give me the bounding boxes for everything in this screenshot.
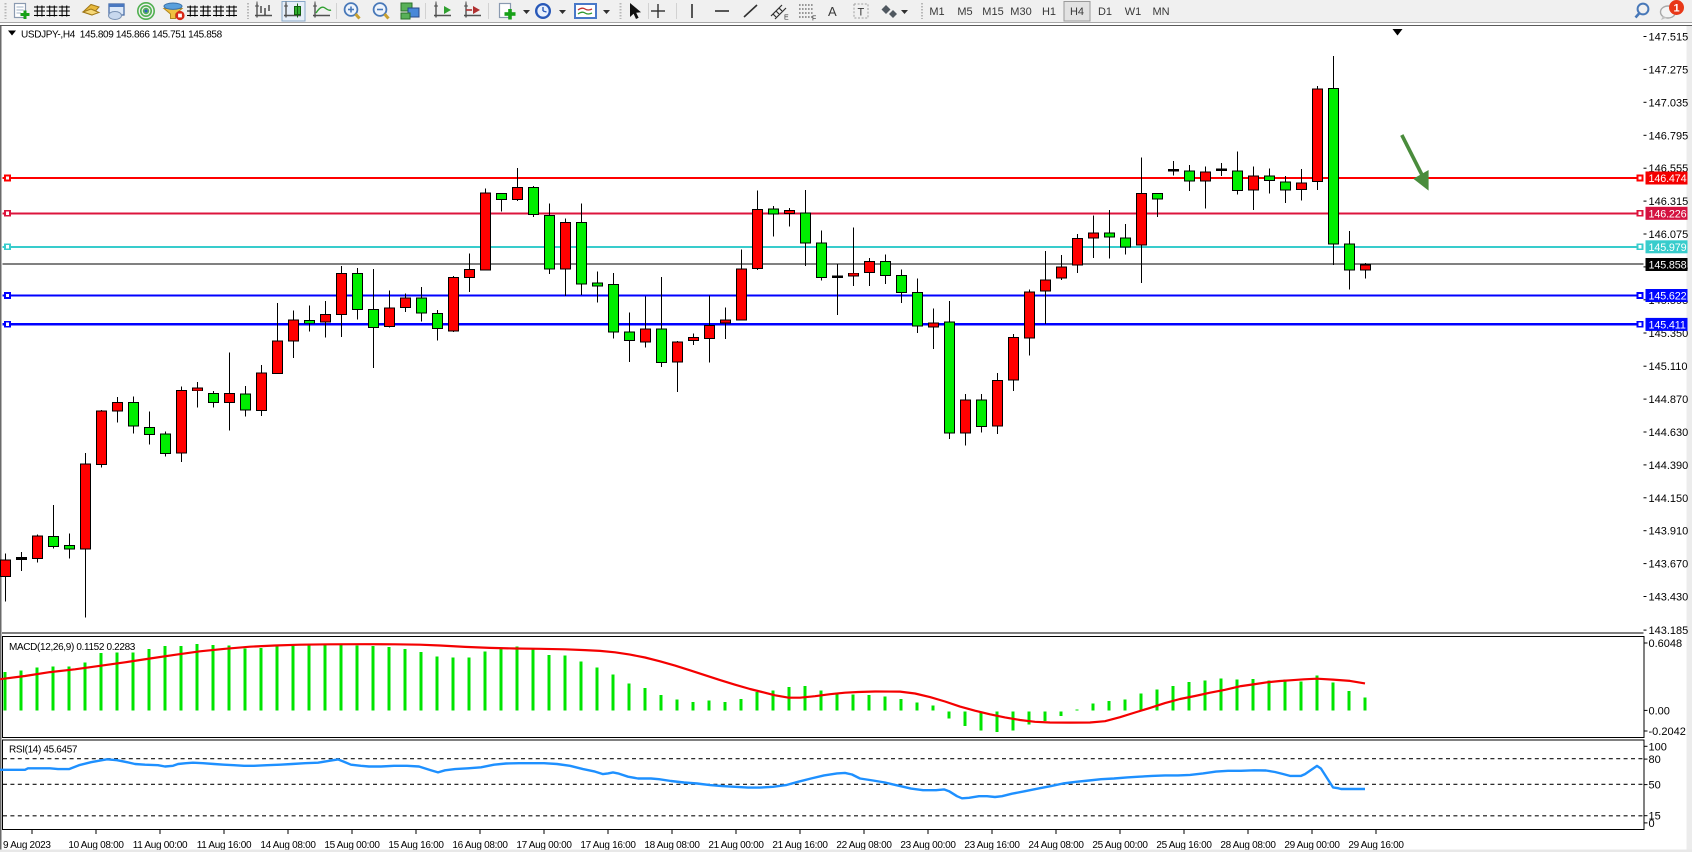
svg-text:146.226: 146.226: [1649, 208, 1687, 220]
svg-text:11 Aug 00:00: 11 Aug 00:00: [133, 840, 188, 851]
svg-text:50: 50: [1649, 780, 1661, 792]
svg-text:RSI(14) 45.6457: RSI(14) 45.6457: [9, 745, 78, 756]
svg-text:17 Aug 16:00: 17 Aug 16:00: [580, 840, 636, 851]
svg-text:M1: M1: [929, 6, 944, 18]
svg-text:D1: D1: [1098, 6, 1112, 18]
svg-text:17 Aug 00:00: 17 Aug 00:00: [516, 840, 572, 851]
svg-text:143.430: 143.430: [1649, 592, 1689, 604]
svg-text:W1: W1: [1125, 6, 1142, 18]
svg-text:14 Aug 08:00: 14 Aug 08:00: [260, 840, 316, 851]
svg-text:147.515: 147.515: [1649, 32, 1689, 44]
svg-text:146.315: 146.315: [1649, 196, 1689, 208]
svg-text:0.6048: 0.6048: [1649, 638, 1683, 650]
svg-text:25 Aug 00:00: 25 Aug 00:00: [1092, 840, 1148, 851]
svg-text:144.630: 144.630: [1649, 427, 1689, 439]
svg-text:145.110: 145.110: [1649, 361, 1688, 373]
svg-text:145.411: 145.411: [1649, 319, 1686, 331]
svg-text:143.670: 143.670: [1649, 559, 1689, 571]
svg-text:144.150: 144.150: [1649, 493, 1689, 505]
svg-text:29 Aug 16:00: 29 Aug 16:00: [1348, 840, 1404, 851]
svg-text:23 Aug 16:00: 23 Aug 16:00: [964, 840, 1020, 851]
svg-text:145.350: 145.350: [1649, 328, 1689, 340]
svg-text:A: A: [828, 4, 837, 19]
svg-text:22 Aug 08:00: 22 Aug 08:00: [836, 840, 892, 851]
svg-text:145.858: 145.858: [1649, 260, 1687, 272]
svg-text:146.075: 146.075: [1649, 229, 1689, 241]
svg-text:15: 15: [1649, 811, 1661, 823]
svg-text:147.275: 147.275: [1649, 64, 1689, 76]
svg-text:MN: MN: [1152, 6, 1169, 18]
svg-text:11 Aug 16:00: 11 Aug 16:00: [197, 840, 252, 851]
svg-text:M30: M30: [1010, 6, 1031, 18]
svg-text:18 Aug 08:00: 18 Aug 08:00: [644, 840, 700, 851]
svg-text:15 Aug 16:00: 15 Aug 16:00: [388, 840, 444, 851]
svg-text:M5: M5: [957, 6, 972, 18]
svg-text:100: 100: [1649, 741, 1667, 753]
svg-text:143.910: 143.910: [1649, 526, 1689, 538]
svg-text:H4: H4: [1070, 6, 1084, 18]
svg-text:28 Aug 08:00: 28 Aug 08:00: [1220, 840, 1276, 851]
svg-text:144.390: 144.390: [1649, 460, 1689, 472]
svg-text:147.035: 147.035: [1649, 97, 1689, 109]
svg-text:M15: M15: [982, 6, 1003, 18]
svg-text:29 Aug 00:00: 29 Aug 00:00: [1284, 840, 1340, 851]
svg-text:0.00: 0.00: [1649, 705, 1670, 717]
svg-text:10 Aug 08:00: 10 Aug 08:00: [68, 840, 124, 851]
svg-text:E: E: [784, 15, 789, 22]
svg-text:146.795: 146.795: [1649, 130, 1689, 142]
svg-text:MACD(12,26,9) 0.1152 0.2283: MACD(12,26,9) 0.1152 0.2283: [9, 642, 136, 653]
svg-text:15 Aug 00:00: 15 Aug 00:00: [324, 840, 380, 851]
svg-text:T: T: [858, 7, 865, 19]
svg-text:21 Aug 00:00: 21 Aug 00:00: [708, 840, 764, 851]
svg-text:143.185: 143.185: [1649, 625, 1689, 637]
svg-text:145.622: 145.622: [1649, 291, 1687, 303]
svg-text:25 Aug 16:00: 25 Aug 16:00: [1156, 840, 1212, 851]
svg-text:USDJPY-,H4 145.809 145.866 14: USDJPY-,H4 145.809 145.866 145.751 145.8…: [21, 30, 223, 41]
svg-text:23 Aug 00:00: 23 Aug 00:00: [900, 840, 956, 851]
svg-text:145.979: 145.979: [1649, 242, 1687, 254]
svg-text:144.870: 144.870: [1649, 394, 1689, 406]
svg-text:9 Aug 2023: 9 Aug 2023: [3, 840, 51, 851]
svg-text:0: 0: [1649, 818, 1655, 830]
svg-text:80: 80: [1649, 754, 1661, 766]
svg-text:H1: H1: [1042, 6, 1056, 18]
svg-text:F: F: [812, 16, 816, 23]
svg-text:16 Aug 08:00: 16 Aug 08:00: [452, 840, 508, 851]
svg-text:1: 1: [1673, 3, 1679, 15]
svg-text:146.474: 146.474: [1649, 173, 1687, 185]
svg-text:21 Aug 16:00: 21 Aug 16:00: [772, 840, 828, 851]
svg-text:24 Aug 08:00: 24 Aug 08:00: [1028, 840, 1084, 851]
svg-text:-0.2042: -0.2042: [1649, 726, 1686, 738]
